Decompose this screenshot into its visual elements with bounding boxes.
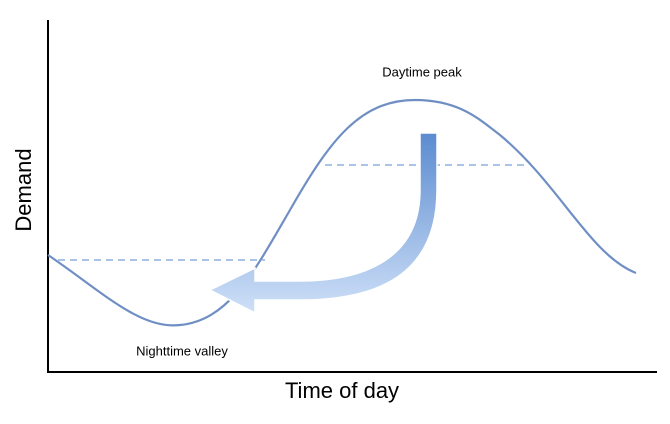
shift-arrow — [208, 132, 438, 315]
demand-curve — [47, 98, 637, 327]
x-axis-label: Time of day — [285, 378, 399, 403]
valley-label: Nighttime valley — [136, 343, 228, 358]
peak-label: Daytime peak — [382, 64, 462, 79]
y-axis-label: Demand — [11, 148, 36, 231]
